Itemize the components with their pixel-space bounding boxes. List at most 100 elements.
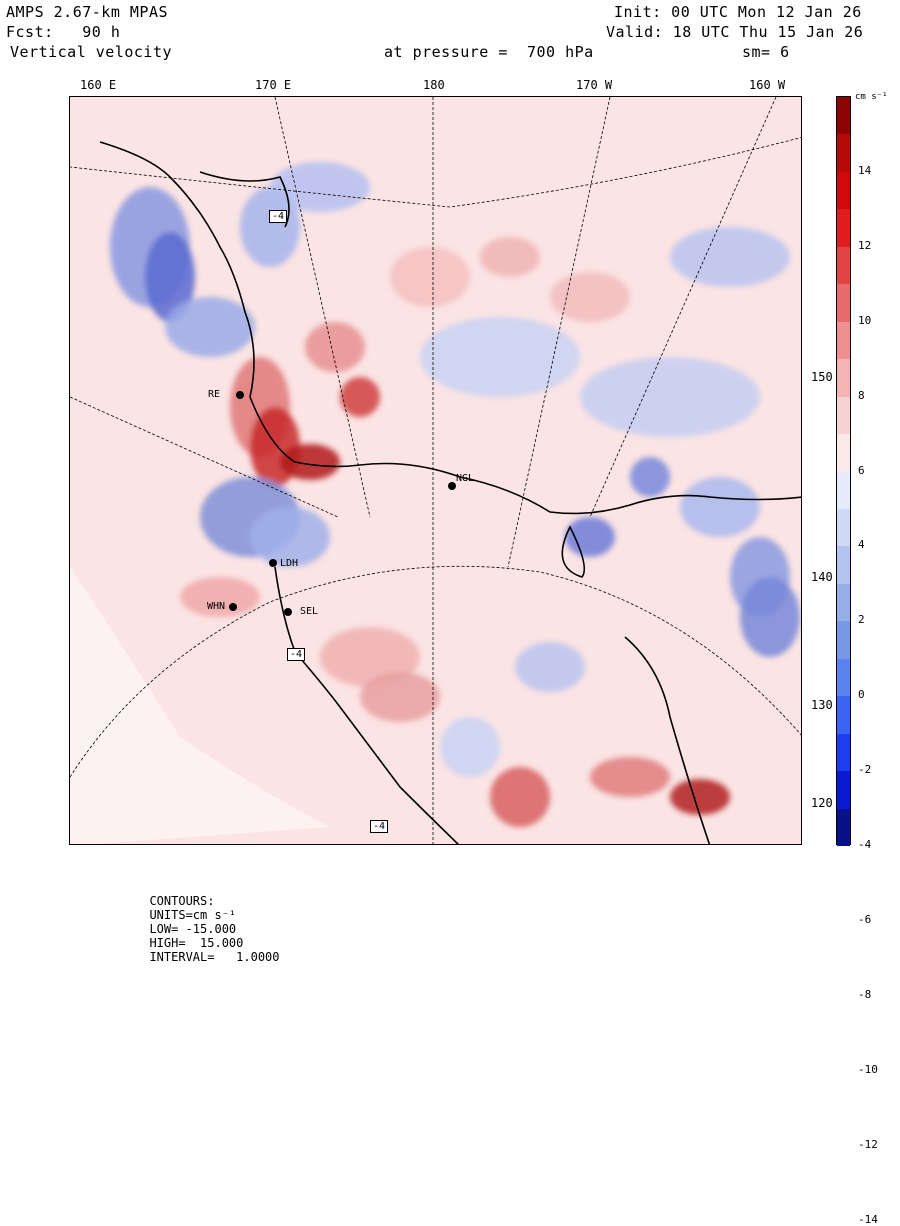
- colorbar-band: [837, 696, 850, 735]
- velocity-blob: [630, 457, 670, 497]
- colorbar-tick-label: 4: [858, 538, 865, 552]
- colorbar-band: [837, 658, 850, 697]
- footer-high: HIGH= 15.000: [149, 936, 244, 950]
- colorbar-tick-label: -2: [858, 763, 872, 777]
- velocity-blob: [340, 377, 380, 417]
- meridian-170e: [274, 97, 371, 518]
- velocity-blob: [670, 779, 730, 815]
- station-dot: [284, 608, 292, 616]
- velocity-blob: [270, 162, 370, 212]
- colorbar-band: [837, 359, 850, 398]
- coastline-main: [99, 141, 801, 515]
- colorbar-band: [837, 209, 850, 248]
- map-canvas: [70, 97, 801, 844]
- colorbar-band: [837, 583, 850, 622]
- station-label-ldh: LDH: [280, 558, 299, 569]
- grounding-line: [624, 636, 711, 844]
- footer-interval: INTERVAL= 1.0000: [149, 950, 280, 964]
- colorbar-units: cm s⁻¹: [855, 92, 888, 102]
- colorbar-tick-label: 10: [858, 313, 872, 327]
- velocity-blob: [320, 627, 420, 687]
- station-dot: [229, 603, 237, 611]
- velocity-blob: [565, 517, 615, 557]
- colorbar-band: [837, 171, 850, 210]
- velocity-blobs: [110, 162, 800, 827]
- boxed-value-1: -4: [269, 210, 288, 223]
- velocity-blob: [240, 187, 300, 267]
- meridian-160w: [589, 97, 777, 518]
- station-dot: [269, 559, 277, 567]
- station-label-ngl: NGL: [456, 473, 475, 484]
- velocity-map: [69, 96, 802, 845]
- init-time: Init: 00 UTC Mon 12 Jan 26: [614, 3, 862, 21]
- lon-label-170w: 170 W: [576, 78, 613, 92]
- colorbar-band: [837, 808, 850, 847]
- colorbar-band: [837, 246, 850, 285]
- map-background: [70, 97, 801, 844]
- colorbar-band: [837, 434, 850, 472]
- colorbar-tick-label: 2: [858, 613, 865, 627]
- pale-terrain-region: [70, 567, 330, 844]
- velocity-blob: [440, 717, 500, 777]
- colorbar-tick-label: -14: [858, 1212, 878, 1226]
- colorbar-band: [837, 621, 850, 660]
- velocity-blob: [180, 577, 260, 617]
- parallel-80s: [70, 565, 801, 778]
- station-dot: [448, 482, 456, 490]
- velocity-blob: [490, 767, 550, 827]
- graticule: [70, 97, 801, 844]
- coastline-transantarctic: [274, 566, 460, 844]
- boxed-value-2: -4: [287, 648, 306, 661]
- colorbar-tick-label: 14: [858, 163, 872, 177]
- velocity-blob: [360, 672, 440, 722]
- velocity-blob: [145, 232, 195, 322]
- meridian-170w: [507, 97, 611, 568]
- velocity-blob: [250, 507, 330, 567]
- field-name: Vertical velocity: [10, 43, 173, 61]
- colorbar-band: [837, 396, 850, 435]
- footer-units: UNITS=cm s⁻¹: [149, 908, 237, 922]
- velocity-blob: [740, 577, 800, 657]
- colorbar: [836, 96, 851, 847]
- colorbar-tick-label: -10: [858, 1062, 878, 1076]
- velocity-blob: [670, 227, 790, 287]
- valid-time: Valid: 18 UTC Thu 15 Jan 26: [606, 23, 864, 41]
- colorbar-band: [837, 771, 850, 810]
- velocity-blob: [280, 444, 340, 480]
- colorbar-tick-label: -6: [858, 912, 872, 926]
- station-label-sel: SEL: [300, 606, 319, 617]
- velocity-blob: [680, 477, 760, 537]
- colorbar-band: [837, 546, 850, 585]
- colorbar-tick-label: 12: [858, 238, 872, 252]
- footer-low: LOW= -15.000: [149, 922, 237, 936]
- smoothing: sm= 6: [742, 43, 790, 61]
- station-dots: [229, 391, 456, 616]
- velocity-blob: [515, 642, 585, 692]
- colorbar-tick-label: 0: [858, 688, 865, 702]
- velocity-blob: [480, 237, 540, 277]
- velocity-blob: [390, 247, 470, 307]
- colorbar-tick-label: -12: [858, 1137, 878, 1151]
- island-outline: [561, 525, 586, 578]
- station-label-re: RE: [208, 389, 221, 400]
- station-label-whn: WHN: [207, 601, 226, 612]
- colorbar-band: [837, 508, 850, 547]
- lon-label-170e: 170 E: [255, 78, 292, 92]
- velocity-blob: [305, 322, 365, 372]
- colorbar-band: [837, 134, 850, 173]
- colorbar-band: [837, 284, 850, 323]
- meridian-150e: [70, 396, 339, 518]
- footer: CONTOURS: UNITS=cm s⁻¹ LOW= -15.000 HIGH…: [135, 880, 286, 964]
- pressure-level: at pressure = 700 hPa: [384, 43, 594, 61]
- station-dot: [236, 391, 244, 399]
- velocity-blob: [590, 757, 670, 797]
- velocity-blob: [580, 357, 760, 437]
- colorbar-band: [837, 321, 850, 360]
- forecast-hour: Fcst: 90 h: [6, 23, 121, 41]
- colorbar-tick-label: -4: [858, 838, 872, 851]
- parallel-70s: [70, 137, 801, 208]
- lon-label-160w: 160 W: [749, 78, 786, 92]
- colorbar-band: [837, 97, 850, 135]
- coastline-north: [199, 171, 290, 228]
- model-title: AMPS 2.67-km MPAS: [6, 3, 169, 21]
